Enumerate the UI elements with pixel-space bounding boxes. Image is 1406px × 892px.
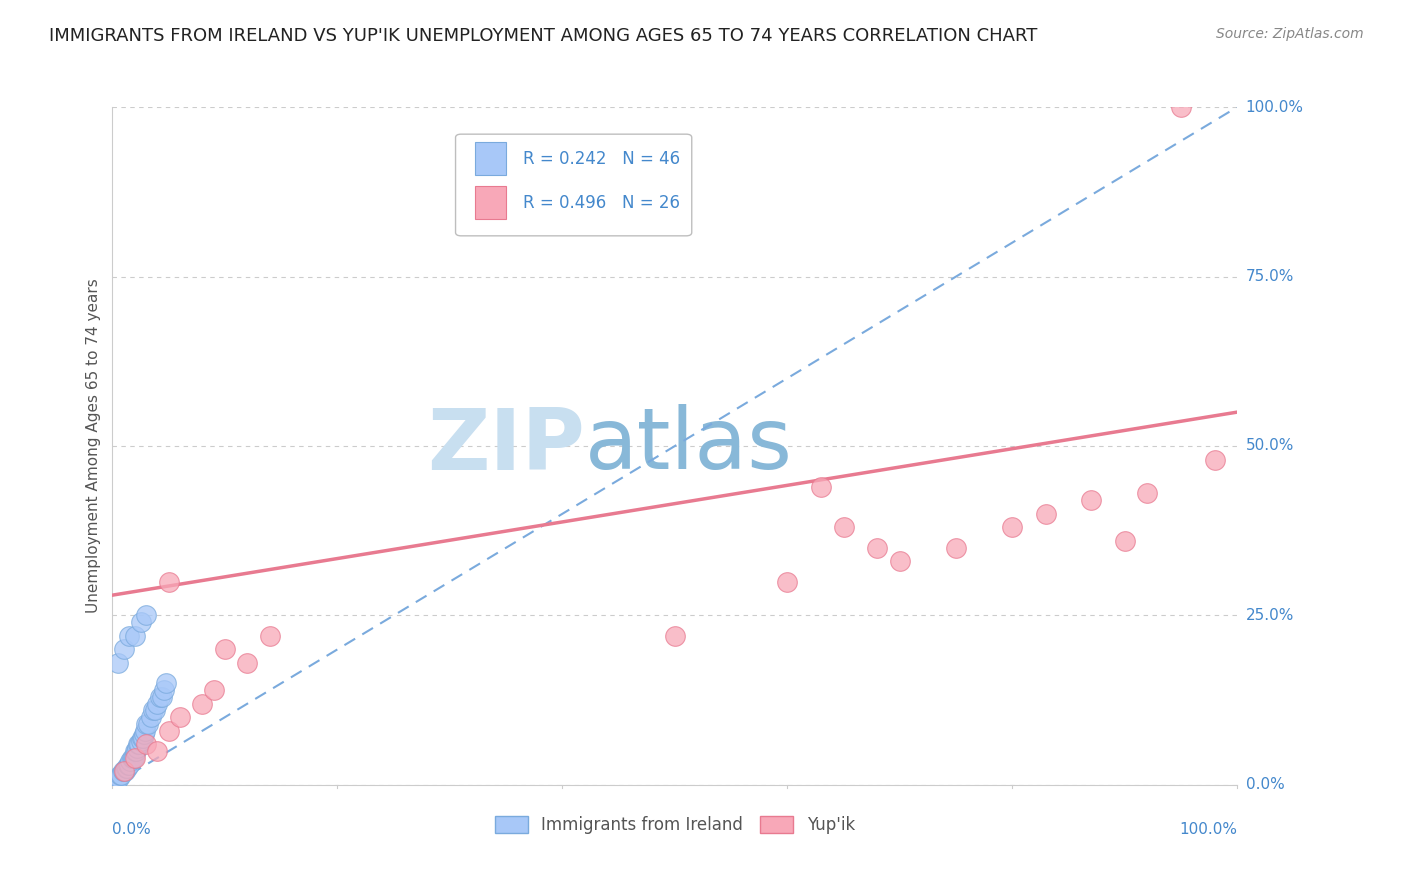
Point (150, 690, 173, 704)
Point (146, 697, 169, 711)
FancyBboxPatch shape (456, 134, 692, 235)
Bar (475, 143, 506, 175)
Point (108, 771, 131, 785)
Text: IMMIGRANTS FROM IRELAND VS YUP'IK UNEMPLOYMENT AMONG AGES 65 TO 74 YEARS CORRELA: IMMIGRANTS FROM IRELAND VS YUP'IK UNEMPL… (49, 27, 1038, 45)
Point (139, 710, 162, 724)
Point (776, 574, 799, 589)
Point (104, 774, 127, 789)
Text: 0.0%: 0.0% (1246, 778, 1284, 792)
Point (1114, 533, 1136, 548)
Text: 25.0%: 25.0% (1246, 608, 1294, 623)
Point (115, 761, 138, 775)
Point (135, 717, 157, 731)
Point (121, 751, 143, 765)
Point (101, 778, 124, 792)
Point (153, 683, 176, 698)
Text: 75.0%: 75.0% (1246, 269, 1294, 284)
Point (157, 574, 180, 589)
Point (112, 764, 135, 779)
Point (131, 731, 153, 745)
Point (115, 761, 138, 775)
Point (832, 520, 855, 534)
Point (945, 541, 967, 555)
Point (110, 768, 132, 782)
Point (122, 751, 145, 765)
Text: 0.0%: 0.0% (112, 822, 152, 838)
Point (138, 717, 160, 731)
Text: R = 0.496   N = 26: R = 0.496 N = 26 (523, 194, 681, 211)
Text: Source: ZipAtlas.com: Source: ZipAtlas.com (1216, 27, 1364, 41)
Point (110, 768, 132, 782)
Point (157, 723, 180, 738)
Point (127, 740, 149, 755)
Point (118, 629, 141, 643)
Point (810, 480, 832, 494)
Point (259, 629, 281, 643)
Point (124, 751, 146, 765)
Text: R = 0.242   N = 46: R = 0.242 N = 46 (523, 150, 681, 168)
Point (118, 757, 141, 772)
Point (155, 676, 177, 690)
Point (111, 764, 134, 779)
Point (1080, 493, 1102, 508)
Legend: Immigrants from Ireland, Yup'ik: Immigrants from Ireland, Yup'ik (488, 810, 862, 841)
Point (129, 615, 152, 630)
Point (1170, 100, 1192, 114)
Point (121, 751, 143, 765)
Point (127, 737, 149, 751)
Point (107, 656, 129, 670)
Point (105, 772, 128, 787)
Point (169, 710, 191, 724)
Point (128, 737, 150, 751)
Text: 50.0%: 50.0% (1246, 439, 1294, 453)
Point (142, 703, 165, 717)
Point (236, 656, 259, 670)
Point (146, 744, 169, 758)
Y-axis label: Unemployment Among Ages 65 to 74 years: Unemployment Among Ages 65 to 74 years (86, 278, 101, 614)
Point (103, 778, 125, 792)
Point (114, 764, 136, 779)
Point (143, 703, 166, 717)
Point (1035, 507, 1057, 521)
Point (129, 734, 152, 748)
Point (117, 757, 139, 772)
Point (866, 541, 889, 555)
Point (124, 629, 146, 643)
Text: ZIP: ZIP (427, 404, 585, 488)
Point (132, 731, 155, 745)
Point (1204, 452, 1226, 467)
Point (214, 642, 236, 657)
Text: 100.0%: 100.0% (1246, 100, 1303, 114)
Point (889, 554, 911, 568)
Point (191, 697, 214, 711)
Point (125, 744, 148, 758)
Point (112, 642, 135, 657)
Point (149, 690, 172, 704)
Text: 100.0%: 100.0% (1180, 822, 1237, 838)
Point (135, 608, 157, 623)
Point (112, 764, 135, 779)
Text: atlas: atlas (585, 404, 793, 488)
Point (104, 774, 127, 789)
Point (1136, 486, 1159, 500)
Bar (475, 186, 506, 219)
Point (107, 771, 129, 785)
Point (120, 754, 142, 768)
Point (135, 737, 157, 751)
Point (664, 629, 686, 643)
Point (124, 744, 146, 758)
Point (202, 683, 225, 698)
Point (1001, 520, 1024, 534)
Point (132, 727, 155, 741)
Point (134, 723, 156, 738)
